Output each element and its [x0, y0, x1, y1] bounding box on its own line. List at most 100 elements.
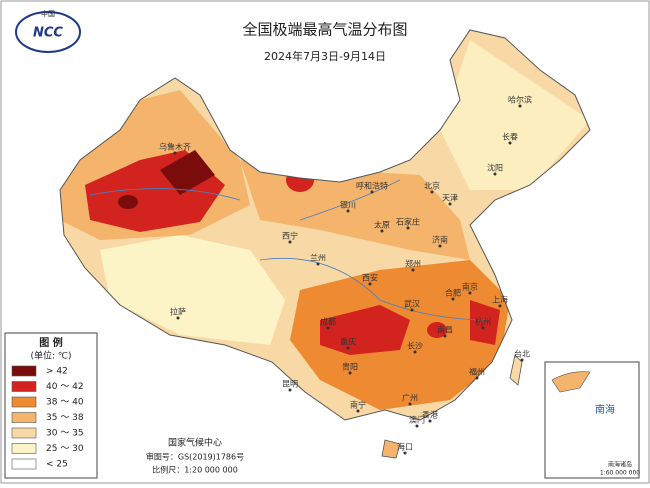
city-label: 重庆 — [340, 337, 356, 347]
city-dot — [451, 297, 455, 301]
city-label: 广州 — [402, 393, 418, 403]
city-label: 天津 — [442, 193, 458, 203]
city-dot — [346, 209, 350, 213]
city-dot — [326, 326, 330, 330]
temperature-zone — [118, 195, 138, 209]
logo-top: 中国 — [41, 9, 55, 18]
subtitle: 2024年7月3日-9月14日 — [264, 49, 386, 63]
city-dot — [348, 371, 352, 375]
city-dot — [346, 346, 350, 350]
city-dot — [428, 419, 432, 423]
legend-items: > 42 40 ～ 42 38 ～ 40 35 ～ 38 30 ～ 35 25 ～ 30 <… — [11, 365, 84, 470]
inset-scale: 1:60 000 000 — [600, 470, 640, 477]
footer-approval: 审图号：GS(2019)1786号 — [146, 452, 244, 462]
city-dot — [508, 141, 512, 145]
city-dot — [288, 240, 292, 244]
legend-swatch — [11, 381, 37, 392]
city-label: 郑州 — [405, 259, 421, 269]
city-dot — [468, 291, 472, 295]
city-label: 台北 — [514, 349, 530, 359]
legend-swatch — [11, 443, 37, 454]
legend-swatch — [11, 365, 37, 377]
city-label: 银川 — [340, 200, 356, 210]
city-dot — [493, 172, 497, 176]
legend-title: 图 例 — [39, 336, 62, 349]
taiwan — [509, 354, 523, 386]
city-dot — [415, 424, 419, 428]
city-label: 上海 — [492, 295, 508, 305]
city-dot — [498, 304, 502, 308]
legend-label: 40 ～ 42 — [46, 382, 84, 392]
logo: 中国 NCC — [15, 9, 81, 53]
legend-swatch — [11, 427, 37, 439]
city-dot — [408, 402, 412, 406]
footer-scale: 比例尺：1:20 000 000 — [152, 465, 238, 475]
city-label: 哈尔滨 — [508, 95, 532, 105]
city-dot — [370, 190, 374, 194]
legend-swatch — [11, 396, 37, 408]
city-label: 沈阳 — [487, 163, 503, 173]
city-dot — [316, 262, 320, 266]
legend-label: < 25 — [46, 460, 68, 470]
inset-label: 南海 — [595, 403, 615, 416]
hainan — [381, 439, 401, 459]
city-dot — [475, 376, 479, 380]
legend-unit: (单位: ℃) — [30, 350, 71, 362]
legend-label: 30 ～ 35 — [46, 429, 84, 439]
title: 全国极端最高气温分布图 — [242, 21, 407, 39]
city-label: 太原 — [374, 220, 390, 230]
city-label: 济南 — [432, 235, 448, 245]
city-label: 乌鲁木齐 — [159, 142, 191, 152]
footer-org: 国家气候中心 — [168, 437, 222, 449]
city-dot — [443, 334, 447, 338]
city-label: 西宁 — [282, 231, 298, 241]
city-dot — [368, 282, 372, 286]
inset-caption: 南海诸岛 — [608, 461, 632, 469]
city-label: 南京 — [462, 282, 478, 292]
legend-swatch — [11, 412, 37, 423]
legend-label: 35 ～ 38 — [46, 413, 84, 423]
city-label: 成都 — [320, 317, 336, 327]
city-label: 武汉 — [404, 299, 420, 309]
temperature-zone — [100, 235, 285, 345]
city-dot — [356, 409, 360, 413]
legend-label: 38 ～ 40 — [46, 398, 84, 408]
city-label: 澳门 — [409, 415, 425, 425]
logo-text: NCC — [33, 26, 63, 41]
legend: 图 例 (单位: ℃) > 42 40 ～ 42 38 ～ 40 35 ～ 38 30 … — [4, 332, 98, 479]
city-dot — [448, 202, 452, 206]
city-label: 香港 — [422, 410, 438, 420]
inset-coast — [551, 371, 591, 393]
inset: 南海 南海诸岛 1:60 000 000 — [544, 361, 640, 479]
city-label: 昆明 — [282, 380, 298, 389]
city-label: 南宁 — [350, 400, 366, 410]
river — [89, 179, 491, 321]
city-dot — [411, 268, 415, 272]
temperature-zone — [427, 322, 447, 338]
city-label: 呼和浩特 — [356, 181, 388, 191]
city-label: 杭州 — [475, 317, 491, 327]
legend-swatch — [11, 458, 37, 470]
city-label: 合肥 — [445, 288, 461, 298]
city-label: 海口 — [397, 442, 413, 452]
city-dot — [380, 229, 384, 233]
city-dot — [403, 451, 407, 455]
city-dot — [410, 308, 414, 312]
city-label: 长春 — [502, 132, 518, 142]
city-label: 北京 — [424, 181, 440, 191]
city-label: 贵阳 — [342, 362, 358, 372]
legend-label: 25 ～ 30 — [46, 444, 84, 454]
legend-label: > 42 — [46, 367, 68, 377]
city-dot — [406, 226, 410, 230]
city-label: 拉萨 — [170, 307, 186, 317]
city-label: 石家庄 — [396, 217, 420, 227]
city-dot — [430, 190, 434, 194]
city-dot — [520, 358, 524, 362]
city-dot — [438, 244, 442, 248]
temperature-zone — [470, 300, 500, 345]
city-label: 西安 — [362, 273, 378, 283]
temperature-zone — [440, 40, 590, 190]
city-label: 福州 — [469, 368, 485, 377]
